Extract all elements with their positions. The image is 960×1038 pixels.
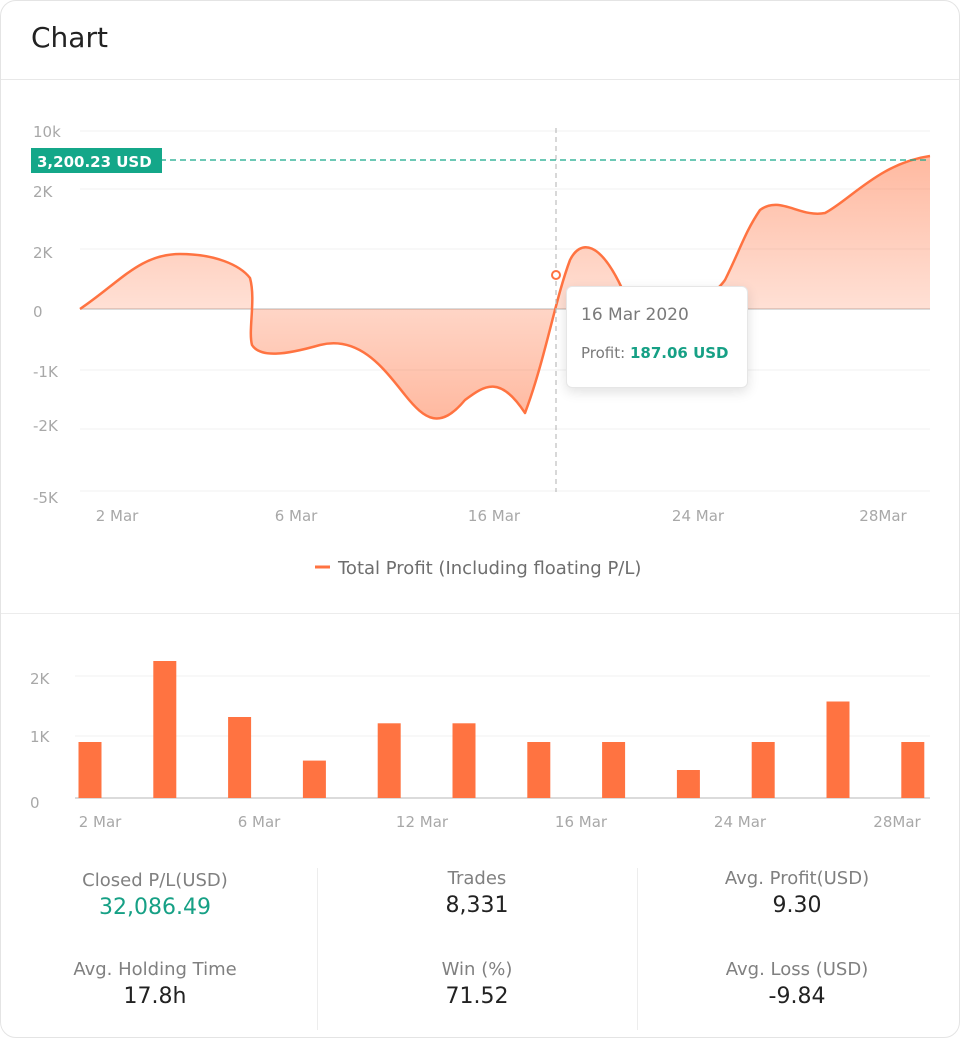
bar[interactable]: [527, 742, 551, 798]
stat-win-rate: Win (%) 71.52: [322, 959, 632, 1009]
stat-value: 71.52: [445, 984, 509, 1009]
y-tick-label: 2K: [33, 183, 54, 201]
stat-trades: Trades 8,331: [322, 868, 632, 918]
bar-x-tick-label: 28Mar: [873, 813, 921, 831]
y-tick-label: -2K: [33, 417, 59, 435]
bar-x-tick-label: 12 Mar: [396, 813, 449, 831]
tooltip-profit-row: Profit: 187.06 USD: [581, 344, 729, 362]
tooltip-profit-label: Profit:: [581, 344, 626, 362]
profit-area-positive: [80, 156, 930, 309]
bar-series: [78, 661, 925, 799]
bar[interactable]: [302, 760, 326, 798]
x-tick-label: 2 Mar: [96, 507, 139, 525]
x-tick-label: 6 Mar: [275, 507, 318, 525]
stat-value: 17.8h: [123, 984, 187, 1009]
tooltip-profit-value: 187.06 USD: [629, 344, 729, 362]
stats-column-divider: [637, 868, 638, 1030]
section-divider: [1, 613, 959, 614]
y-tick-label: 10k: [33, 123, 61, 141]
y-tick-label: 2K: [33, 244, 54, 262]
bar[interactable]: [676, 770, 700, 798]
stat-label: Win (%): [441, 959, 513, 980]
stat-avg-holding-time: Avg. Holding Time 17.8h: [0, 959, 310, 1009]
profit-area-negative: [80, 309, 930, 419]
y-tick-label: -1K: [33, 363, 59, 381]
stats-column-divider: [317, 868, 318, 1030]
bar[interactable]: [751, 742, 775, 798]
reference-label: 3,200.23 USD: [37, 153, 152, 171]
bar[interactable]: [78, 742, 102, 798]
bar[interactable]: [153, 661, 177, 798]
bar-chart-gridlines: [75, 675, 930, 799]
bar-x-tick-label: 16 Mar: [555, 813, 608, 831]
stat-value: -9.84: [768, 984, 826, 1009]
bar[interactable]: [602, 742, 626, 798]
bar[interactable]: [826, 701, 850, 799]
reference-label-badge: [31, 148, 162, 173]
x-tick-label: 24 Mar: [672, 507, 725, 525]
bar-y-tick-label: 2K: [30, 670, 51, 688]
stat-label: Trades: [447, 868, 507, 889]
bar-x-tick-label: 2 Mar: [79, 813, 122, 831]
bar-x-tick-label: 24 Mar: [714, 813, 767, 831]
x-tick-label: 16 Mar: [468, 507, 521, 525]
bar[interactable]: [377, 723, 401, 798]
legend-label[interactable]: Total Profit (Including floating P/L): [337, 558, 641, 579]
stat-label: Avg. Loss (USD): [725, 959, 869, 980]
card-header: Chart: [1, 1, 959, 80]
stat-label: Avg. Profit(USD): [724, 868, 870, 889]
bar[interactable]: [452, 723, 476, 798]
stat-avg-loss: Avg. Loss (USD) -9.84: [642, 959, 952, 1009]
bar[interactable]: [901, 742, 925, 798]
x-tick-label: 28Mar: [859, 507, 907, 525]
y-tick-label: -5K: [33, 489, 59, 507]
tooltip-date: 16 Mar 2020: [581, 305, 689, 325]
stat-value: 9.30: [772, 893, 822, 918]
y-tick-label: 0: [33, 303, 43, 321]
stat-label: Avg. Holding Time: [73, 959, 237, 980]
stat-value: 8,331: [445, 893, 509, 918]
bar-y-tick-label: 1K: [30, 728, 51, 746]
bar-y-tick-label: 0: [30, 794, 40, 812]
chart-tooltip: 16 Mar 2020 Profit: 187.06 USD: [566, 286, 748, 388]
stat-value: 32,086.49: [99, 895, 211, 920]
stat-avg-profit: Avg. Profit(USD) 9.30: [642, 868, 952, 918]
profit-line: [79, 154, 931, 420]
stat-closed-pl: Closed P/L(USD) 32,086.49: [0, 870, 310, 920]
stats-grid: Closed P/L(USD) 32,086.49 Trades 8,331 A…: [0, 862, 958, 1032]
bar-x-tick-label: 6 Mar: [238, 813, 281, 831]
bar[interactable]: [228, 717, 252, 798]
stat-label: Closed P/L(USD): [82, 870, 228, 891]
hover-point[interactable]: [551, 270, 561, 280]
card-title: Chart: [31, 21, 108, 54]
